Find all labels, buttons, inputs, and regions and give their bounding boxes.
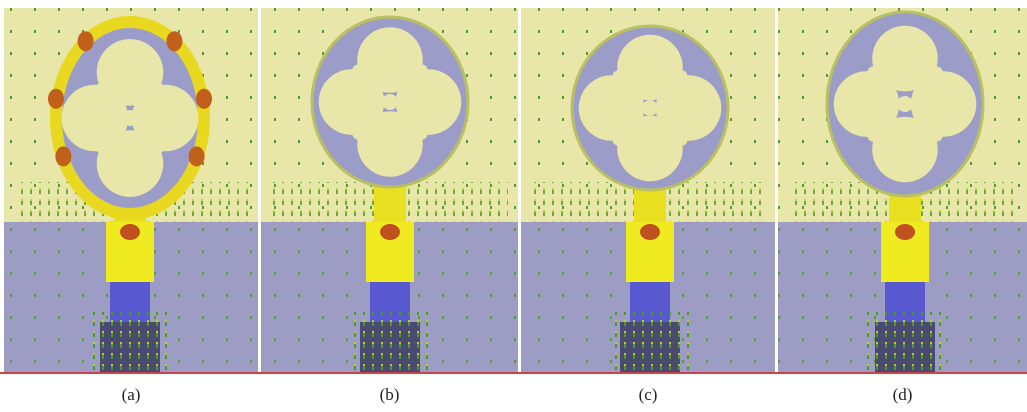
hole [897, 96, 913, 112]
hotspot [48, 89, 64, 109]
hole [357, 111, 423, 177]
stem-field [865, 312, 945, 372]
stem-field [350, 312, 430, 372]
hole [872, 117, 938, 183]
figure: (a) (b) (c) (d) [0, 0, 1027, 412]
hole [676, 70, 688, 82]
hotspot [120, 224, 140, 240]
hotspot [196, 89, 212, 109]
panel: (d) [778, 8, 1027, 404]
hole [931, 130, 943, 142]
hotspot [380, 224, 400, 240]
hole [867, 130, 879, 142]
hotspot [55, 146, 71, 166]
panel-label: (a) [122, 385, 141, 404]
hole [95, 83, 107, 95]
hotspot [189, 146, 205, 166]
hole [153, 141, 165, 153]
hole [617, 116, 683, 182]
hole [867, 66, 879, 78]
hole [416, 64, 428, 76]
panel: (c) [521, 8, 775, 404]
hotspot [78, 31, 94, 51]
stem-field [610, 312, 690, 372]
hotspot [166, 31, 182, 51]
panels: (a) (b) (c) (d) [4, 8, 1027, 404]
panel-label: (c) [639, 385, 658, 404]
hole [612, 134, 624, 146]
panel: (b) [261, 8, 518, 404]
hole [931, 66, 943, 78]
hole [612, 70, 624, 82]
hole [122, 110, 138, 126]
hole [382, 94, 398, 110]
hole [97, 130, 164, 197]
hole [95, 141, 107, 153]
panel-label: (d) [893, 385, 913, 404]
hole [416, 128, 428, 140]
panel: (a) [4, 8, 258, 404]
hole [352, 128, 364, 140]
hole [642, 100, 658, 116]
hole [352, 64, 364, 76]
hole [153, 83, 165, 95]
hotspot [895, 224, 915, 240]
hole [676, 134, 688, 146]
stem-field [90, 312, 170, 372]
hotspot [640, 224, 660, 240]
panel-label: (b) [380, 385, 400, 404]
